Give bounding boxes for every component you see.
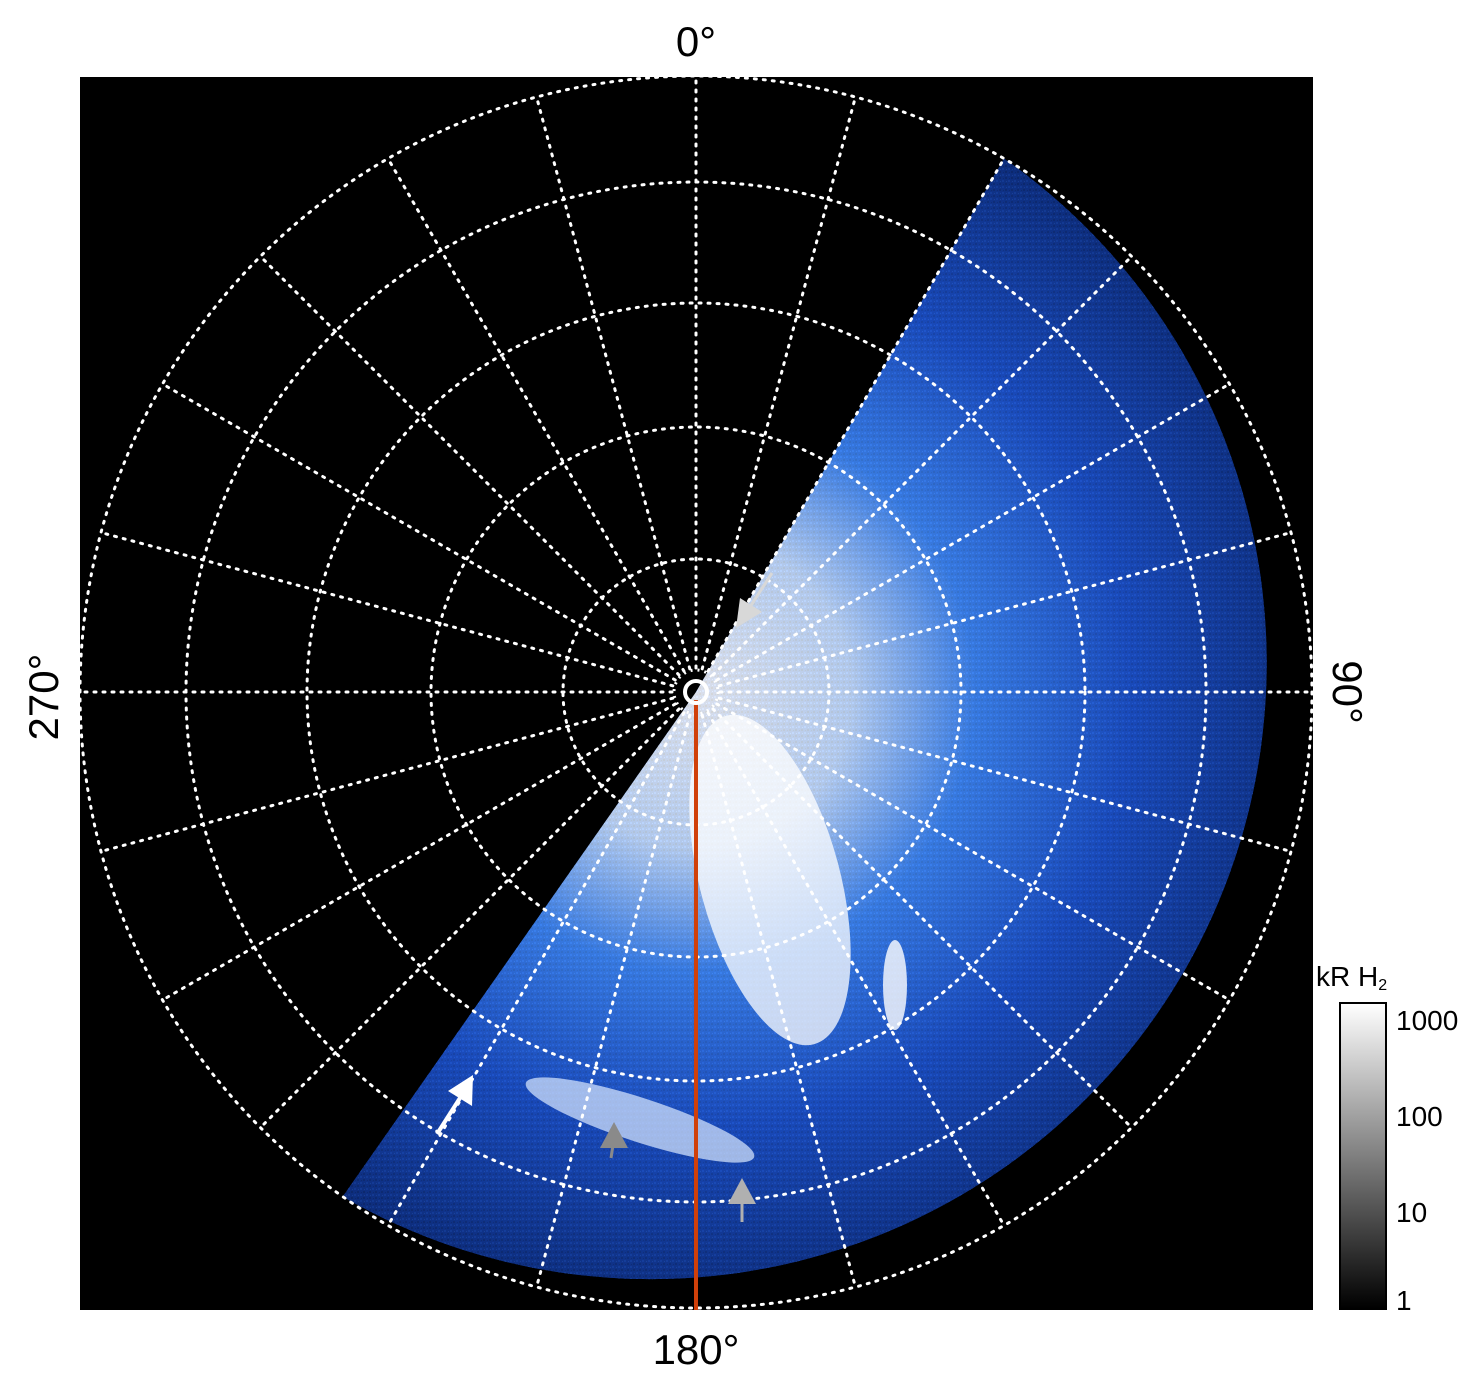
grid-spoke [99,531,675,688]
pole-marker [683,679,709,705]
arrow-gray-dark-icon [600,1122,628,1159]
arrow-gray-icon [728,1178,756,1222]
grid-spoke [700,713,857,1289]
main-oval-bright [689,714,851,1046]
grid-spoke [258,254,681,677]
angle-label-top: 0° [676,18,716,65]
colorbar-gradient [1339,1002,1387,1310]
colorbar: kR H2 1000 100 10 1 [1316,961,1458,1316]
grid-spoke [706,157,1006,673]
grid-spoke [706,711,1006,1227]
arrow-gray-light-icon [736,572,774,628]
colorbar-tick-1000: 1000 [1396,1005,1458,1036]
grid-spoke [161,702,677,1002]
colorbar-tick-10: 10 [1396,1197,1427,1228]
grid-spoke [161,382,677,682]
angle-label-left: 270° [20,654,67,741]
grid-spoke [386,711,686,1227]
grid-spoke [386,157,686,673]
grid-spoke [717,531,1293,688]
grid-spoke [700,95,857,671]
colorbar-tick-1: 1 [1396,1285,1412,1316]
grid-spoke [535,713,692,1289]
angle-label-right: 90° [1324,660,1371,724]
colorbar-label: kR H2 [1316,961,1387,994]
grid-spoke [715,382,1231,682]
grid-ring [78,74,1314,1310]
grid-spoke [715,702,1231,1002]
grid-spoke [717,696,1293,853]
grid-spoke [258,707,681,1130]
grid-spoke [711,254,1134,677]
colorbar-tick-100: 100 [1396,1101,1443,1132]
bright-spot [883,940,907,1030]
grid-spoke [711,707,1134,1130]
arrow-white-icon [435,1075,473,1136]
emission-sector-bright [342,158,1267,1280]
grid-spoke [99,696,675,853]
grid-ring [672,668,720,716]
angle-label-bottom: 180° [653,1326,740,1373]
grid-spoke [535,95,692,671]
